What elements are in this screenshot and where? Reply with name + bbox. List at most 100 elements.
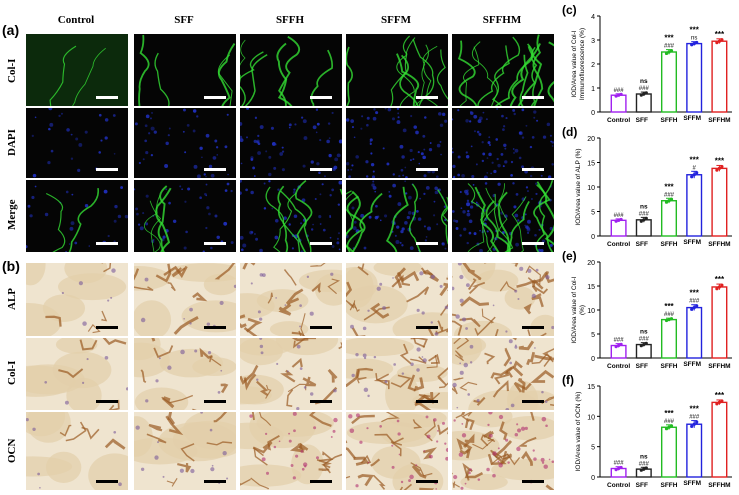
chart-d: (d) 0 5 10 15 20 IOD/Area value of ALP (%) ### C… [562,125,732,248]
data-point [667,318,671,322]
panel-b-label: (b) [2,258,20,274]
data-point [720,38,724,42]
bar-sffhm [711,401,728,478]
scale-bar [96,480,118,483]
data-point [690,43,694,47]
data-point [614,94,618,98]
alp-stain-image [26,263,128,336]
scale-bar [522,480,544,483]
col-i-stain-image [134,338,236,410]
data-point [669,424,674,428]
data-point [639,219,643,223]
x-tick-label: SFFHM [708,363,730,370]
y-tick-label: 2 [591,62,595,69]
x-tick-label: SFFH [661,241,678,248]
data-point [669,197,674,201]
scale-bar [522,96,544,99]
chart-c: (c) 0 1 2 3 4 IOD/Area value of Col-IImmunoflu… [562,3,732,124]
y-axis-label: IOD/Area value of ALP (%) [575,148,582,225]
y-tick-label: 15 [587,284,595,291]
alp-stain-image [346,263,448,336]
x-tick-label: SFFM [683,361,701,368]
scale-bar [96,168,118,171]
significance-hash: ### [639,337,650,343]
y-axis-label: IOD/Area value of Col-I(%) [571,276,586,343]
bar-sffh [660,318,678,359]
x-tick-label: SFF [636,482,648,489]
row-label-col-i-ihc: Col-I [6,360,18,386]
dapi-image [452,108,554,178]
x-tick-label: SFFHM [708,482,730,489]
y-tick-label: 0 [591,475,595,482]
scale-bar [310,96,332,99]
significance-hash: ### [689,415,700,421]
data-point [619,342,623,346]
col-i-fluorescence-image [346,34,448,106]
significance-hash: ### [639,461,650,467]
data-point [667,425,671,429]
significance-star: ns [640,203,648,210]
scale-bar [204,96,226,99]
data-point [695,304,699,308]
bar-sff [635,343,652,359]
significance-hash: ### [639,86,650,92]
data-point [695,420,699,424]
significance-hash: ### [689,299,700,305]
data-point [692,42,696,46]
data-point [695,171,699,175]
data-point [690,307,694,311]
significance-star: *** [715,156,725,165]
significance-star: *** [664,34,674,43]
data-point [664,427,669,431]
data-point [614,345,618,349]
data-point [642,342,646,347]
scale-bar [204,168,226,171]
merge-image [452,180,554,252]
scale-bar [522,242,544,245]
merge-image [26,180,128,252]
data-point [614,219,618,223]
scale-bar [416,326,438,329]
scale-bar [522,326,544,329]
significance-star: *** [715,30,725,39]
scale-bar [310,480,332,483]
bar-sffm [686,306,703,359]
data-point [669,48,674,53]
y-tick-label: 10 [587,185,595,192]
scale-bar [204,480,226,483]
data-point [715,287,719,291]
data-point [642,467,646,471]
significance-hash: ### [664,419,675,425]
data-point [717,285,721,289]
x-tick-label: Control [607,117,630,124]
bar-sffm [686,174,703,237]
col-i-stain-image [452,338,554,410]
data-point [617,466,621,471]
y-tick-label: 20 [587,260,595,267]
chart-letter: (f) [562,373,574,387]
data-point [644,341,648,346]
data-point [715,402,719,406]
col-i-fluorescence-image [134,34,236,106]
data-point [617,93,621,97]
alp-stain-image [240,263,342,336]
x-tick-label: SFFH [661,363,678,370]
dapi-image [346,108,448,178]
data-point [690,424,694,429]
scale-bar [416,96,438,99]
x-tick-label: SFFH [661,482,678,489]
data-point [639,344,643,348]
scale-bar [310,326,332,329]
significance-hash: ### [614,461,625,467]
significance-star: *** [664,302,674,311]
data-point [669,317,674,321]
chart-letter: (e) [562,249,577,263]
y-tick-label: 5 [591,332,595,339]
y-tick-label: 5 [591,210,595,217]
significance-star: ns [640,78,648,85]
bar-sffh [660,200,678,237]
ocn-stain-image [26,412,128,490]
col-i-stain-image [240,338,342,410]
ocn-stain-image [346,412,448,490]
dapi-image [134,108,236,178]
